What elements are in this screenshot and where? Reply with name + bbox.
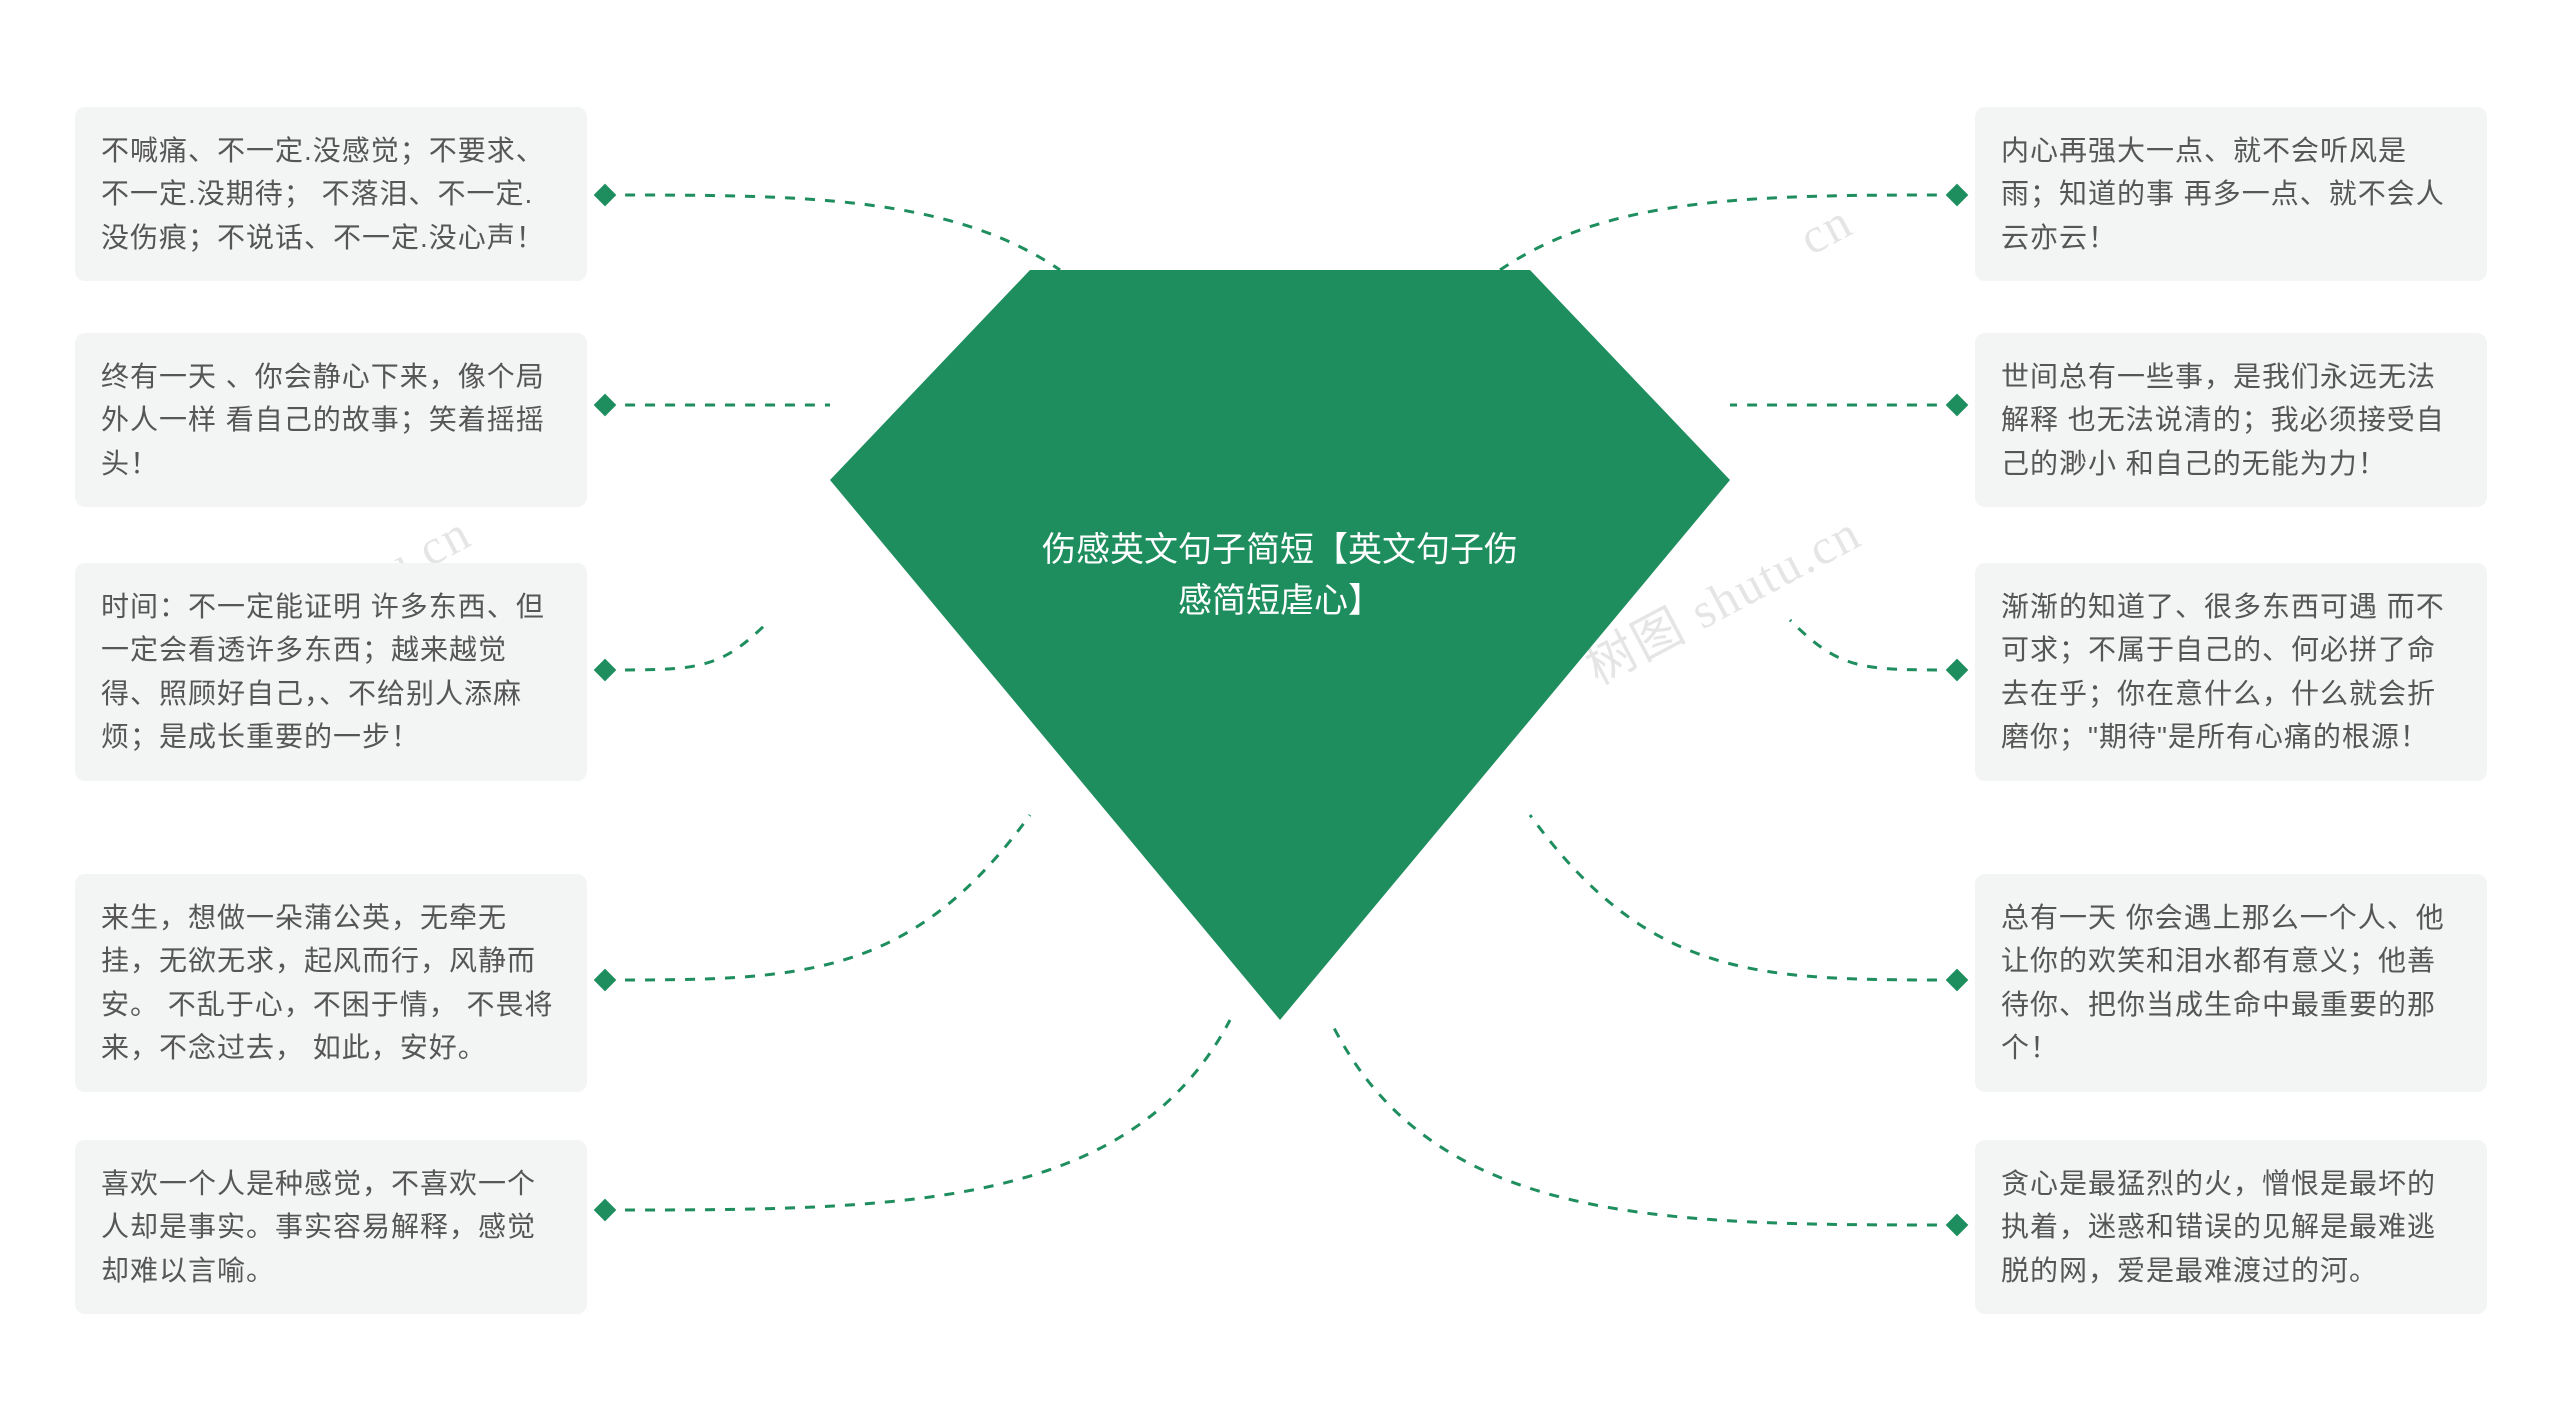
right-node-1: 内心再强大一点、就不会听风是雨；知道的事 再多一点、就不会人云亦云！ [1975, 107, 2487, 281]
connector-marker [594, 1199, 617, 1222]
left-node-2: 终有一天 、你会静心下来，像个局外人一样 看自己的故事；笑着摇摇头！ [75, 333, 587, 507]
right-node-3: 渐渐的知道了、很多东西可遇 而不可求；不属于自己的、何必拼了命去在乎；你在意什么… [1975, 563, 2487, 781]
watermark: cn [2079, 1391, 2151, 1403]
connector-marker [1946, 659, 1969, 682]
center-title: 伤感英文句子简短【英文句子伤感简短虐心】 [1030, 525, 1530, 627]
watermark: cn [1789, 191, 1861, 266]
connector-marker [594, 659, 617, 682]
connector-marker [594, 394, 617, 417]
left-node-1: 不喊痛、不一定.没感觉；不要求、不一定.没期待； 不落泪、不一定.没伤痕；不说话… [75, 107, 587, 281]
connector-marker [594, 184, 617, 207]
watermark: cn [689, 1391, 761, 1403]
right-node-4: 总有一天 你会遇上那么一个人、他让你的欢笑和泪水都有意义；他善待你、把你当成生命… [1975, 874, 2487, 1092]
right-node-2: 世间总有一些事，是我们永远无法解释 也无法说清的；我必须接受自己的渺小 和自己的… [1975, 333, 2487, 507]
right-node-5: 贪心是最猛烈的火，憎恨是最坏的执着，迷惑和错误的见解是最难逃脱的网，爱是最难渡过… [1975, 1140, 2487, 1314]
left-node-3: 时间：不一定能证明 许多东西、但一定会看透许多东西；越来越觉得、照顾好自己，、不… [75, 563, 587, 781]
connector-marker [1946, 184, 1969, 207]
left-node-4: 来生，想做一朵蒲公英，无牵无挂，无欲无求，起风而行，风静而安。 不乱于心，不困于… [75, 874, 587, 1092]
connector-marker [1946, 969, 1969, 992]
mindmap-canvas: 树图 shutu.cn 树图 shutu.cn cn cn cn cn 伤感英文… [0, 0, 2560, 1403]
left-node-5: 喜欢一个人是种感觉，不喜欢一个人却是事实。事实容易解释，感觉却难以言喻。 [75, 1140, 587, 1314]
connector-marker [594, 969, 617, 992]
center-shape: 伤感英文句子简短【英文句子伤感简短虐心】 [830, 230, 1730, 1030]
connector-marker [1946, 1214, 1969, 1237]
connector-marker [1946, 394, 1969, 417]
